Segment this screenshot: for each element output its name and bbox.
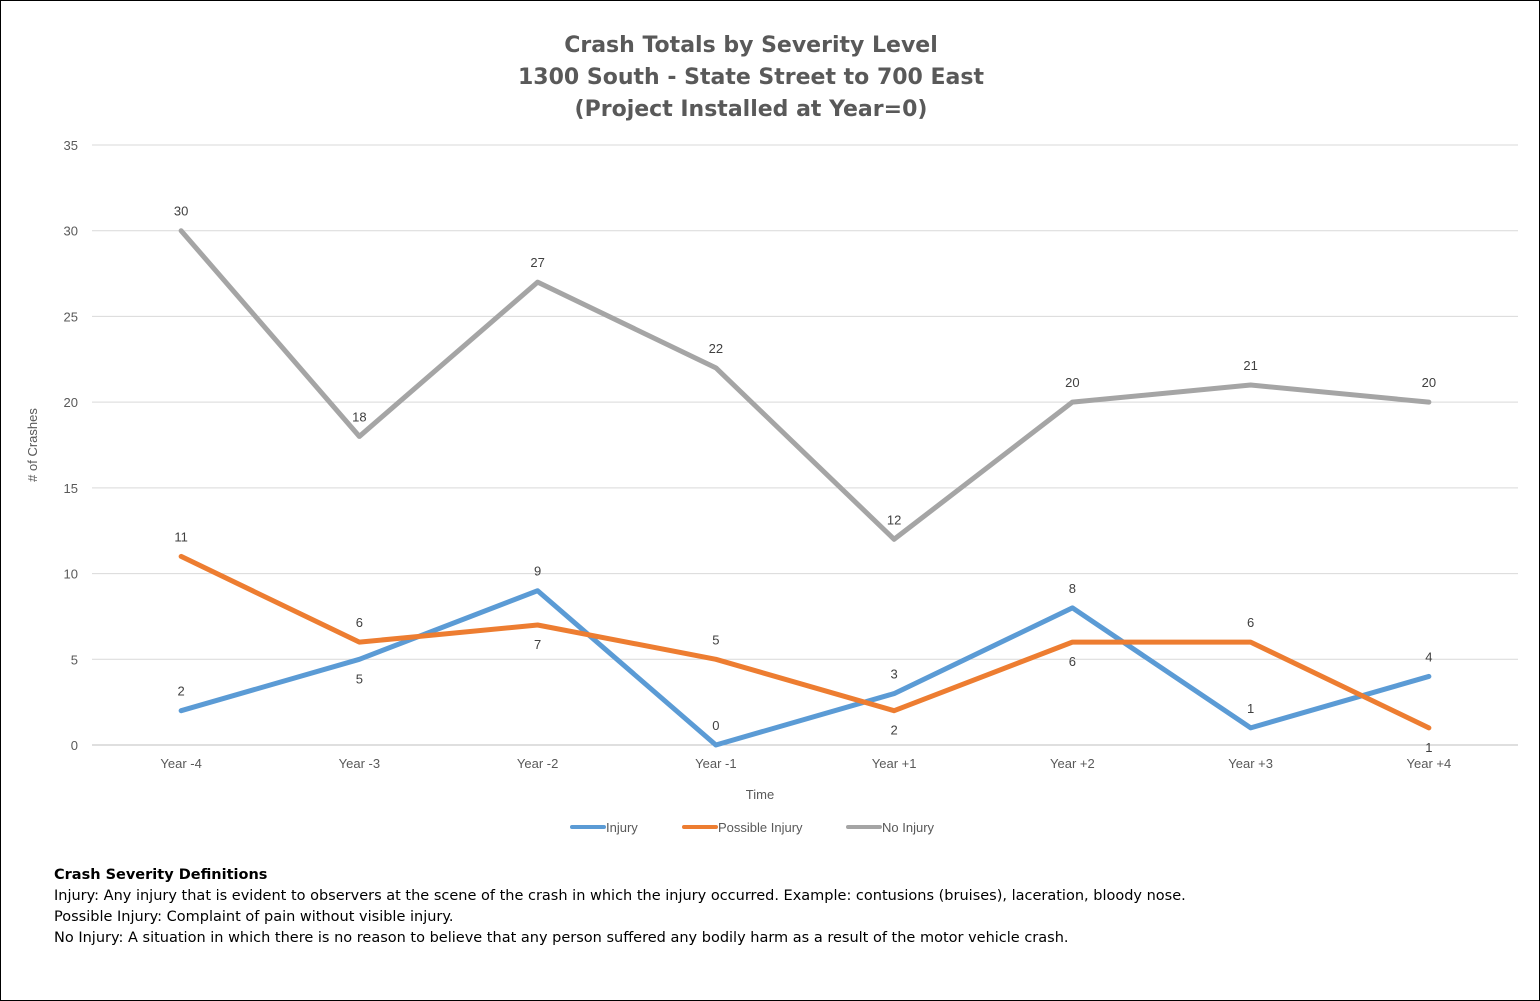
chart-title-line-1: Crash Totals by Severity Level — [564, 33, 938, 58]
x-tick-label: Year -1 — [695, 756, 736, 771]
legend-item-possible-injury: Possible Injury — [682, 817, 803, 837]
chart-title-line-2: 1300 South - State Street to 700 East — [517, 65, 985, 90]
data-label-no-injury: 27 — [530, 255, 544, 270]
data-label-no-injury: 20 — [1065, 375, 1079, 390]
y-tick-label: 20 — [64, 395, 78, 410]
data-label-no-injury: 12 — [887, 512, 901, 527]
data-label-no-injury: 18 — [352, 409, 366, 424]
data-label-injury: 9 — [534, 564, 541, 579]
y-tick-label: 10 — [64, 567, 78, 582]
data-label-possible-injury: 6 — [1069, 654, 1076, 669]
legend-swatch-injury — [570, 825, 606, 829]
data-label-injury: 3 — [891, 667, 898, 682]
x-tick-label: Year +3 — [1228, 756, 1273, 771]
definitions-heading: Crash Severity Definitions — [54, 867, 268, 883]
data-label-injury: 4 — [1425, 649, 1432, 664]
data-label-injury: 1 — [1247, 701, 1254, 716]
legend-label-possible-injury: Possible Injury — [718, 819, 803, 835]
series-line-possible-injury — [178, 553, 1432, 731]
data-label-injury: 2 — [178, 684, 185, 699]
legend-item-injury: Injury — [570, 817, 638, 837]
definition-no-injury: No Injury: A situation in which there is… — [54, 930, 1069, 946]
data-label-injury: 0 — [712, 718, 719, 733]
x-tick-label: Year +2 — [1050, 756, 1095, 771]
x-tick-label: Year -2 — [517, 756, 558, 771]
legend-label-injury: Injury — [606, 819, 638, 835]
gridlines — [92, 144, 1518, 746]
y-tick-label: 25 — [64, 309, 78, 324]
legend-item-no-injury: No Injury — [846, 817, 934, 837]
data-label-possible-injury: 7 — [534, 637, 541, 652]
x-tick-label: Year -3 — [339, 756, 380, 771]
data-label-possible-injury: 6 — [356, 615, 363, 630]
y-tick-label: 5 — [71, 652, 78, 667]
y-axis-ticks: 0 5 10 15 20 25 30 35 — [64, 138, 78, 753]
legend-swatch-no-injury — [846, 825, 882, 829]
series-line-injury — [178, 588, 1432, 748]
data-label-possible-injury: 6 — [1247, 615, 1254, 630]
y-tick-label: 35 — [64, 138, 78, 153]
data-label-no-injury: 30 — [174, 204, 188, 219]
data-label-injury: 8 — [1069, 581, 1076, 596]
data-label-no-injury: 20 — [1422, 375, 1436, 390]
chart-title-line-3: (Project Installed at Year=0) — [574, 97, 928, 122]
x-axis-label: Time — [746, 787, 774, 802]
series-lines — [178, 228, 1432, 748]
data-label-possible-injury: 2 — [891, 723, 898, 738]
legend-swatch-possible-injury — [682, 825, 718, 829]
y-tick-label: 0 — [71, 738, 78, 753]
severity-definitions: Crash Severity Definitions Injury: Any i… — [54, 865, 1186, 949]
data-label-possible-injury: 1 — [1425, 740, 1432, 755]
series-line-no-injury — [178, 228, 1432, 542]
data-label-possible-injury: 11 — [174, 529, 188, 544]
x-tick-label: Year -4 — [160, 756, 201, 771]
y-axis-label: # of Crashes — [25, 408, 40, 482]
x-tick-label: Year +1 — [872, 756, 917, 771]
y-tick-label: 30 — [64, 224, 78, 239]
data-label-possible-injury: 5 — [712, 632, 719, 647]
x-tick-label: Year +4 — [1407, 756, 1452, 771]
data-label-no-injury: 22 — [709, 341, 723, 356]
definition-possible-injury: Possible Injury: Complaint of pain witho… — [54, 909, 454, 925]
data-label-injury: 5 — [356, 671, 363, 686]
legend-label-no-injury: No Injury — [882, 819, 935, 835]
definition-injury: Injury: Any injury that is evident to ob… — [54, 888, 1186, 904]
data-label-no-injury: 21 — [1243, 358, 1257, 373]
y-tick-label: 15 — [64, 481, 78, 496]
x-axis-ticks: Year -4 Year -3 Year -2 Year -1 Year +1 Year … — [160, 756, 1451, 771]
legend: Injury Possible Injury No Injury — [1, 817, 1540, 837]
